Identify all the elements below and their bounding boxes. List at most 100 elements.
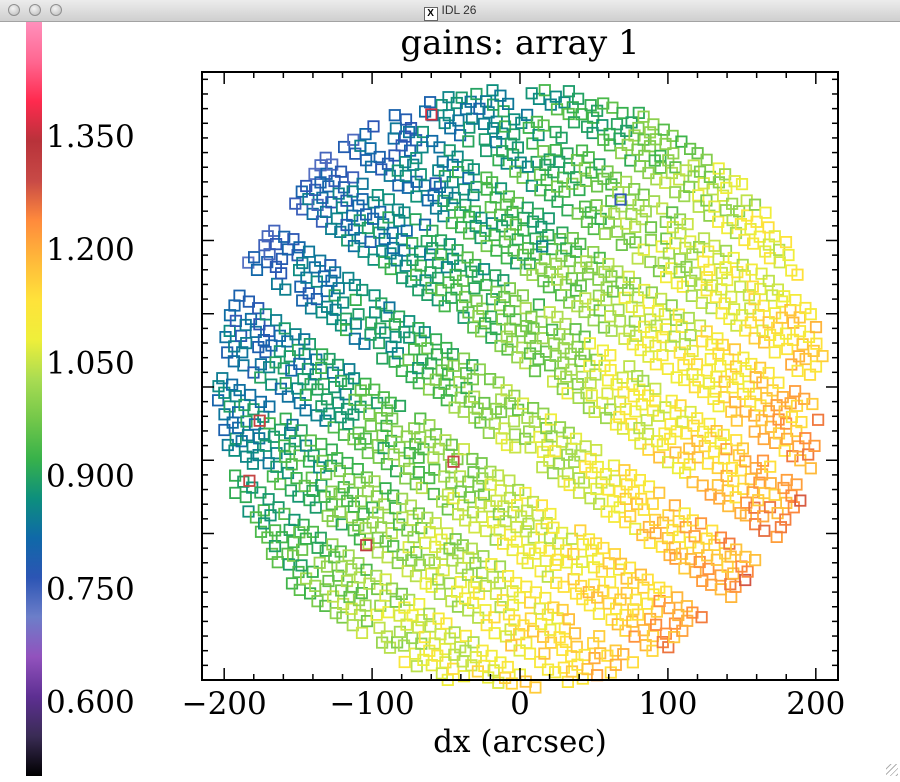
- pixel-marker: [686, 248, 699, 261]
- pixel-marker: [410, 190, 423, 203]
- pixel-marker: [617, 648, 630, 661]
- pixel-marker: [679, 521, 692, 534]
- pixel-marker: [576, 370, 589, 384]
- pixel-marker: [269, 237, 283, 251]
- pixel-marker: [708, 200, 721, 213]
- pixel-marker: [451, 452, 464, 466]
- pixel-marker: [526, 268, 539, 281]
- pixel-marker: [656, 348, 669, 362]
- pixel-marker: [683, 458, 696, 471]
- pixel-marker: [345, 602, 358, 615]
- minimize-window-button[interactable]: [29, 4, 41, 16]
- pixel-marker: [549, 349, 562, 363]
- pixel-marker: [744, 222, 757, 236]
- pixel-marker: [579, 292, 592, 305]
- pixel-marker: [571, 207, 584, 220]
- pixel-marker: [670, 371, 683, 384]
- pixel-marker: [642, 520, 656, 534]
- pixel-marker: [429, 517, 442, 530]
- pixel-marker: [648, 195, 661, 208]
- pixel-marker: [544, 413, 558, 426]
- pixel-marker: [537, 119, 550, 132]
- pixel-marker: [252, 448, 265, 462]
- pixel-marker: [405, 370, 418, 384]
- pixel-marker: [538, 647, 551, 660]
- pixel-marker: [726, 197, 739, 210]
- pixel-marker: [695, 611, 708, 624]
- pixel-marker: [705, 279, 719, 292]
- pixel-marker: [771, 506, 784, 520]
- pixel-marker: [567, 573, 580, 586]
- pixel-marker: [593, 251, 606, 264]
- pixel-marker: [247, 403, 260, 416]
- pixel-marker: [694, 517, 708, 530]
- pixel-marker: [387, 489, 400, 502]
- pixel-marker: [779, 327, 793, 340]
- pixel-marker: [683, 442, 696, 455]
- pixel-marker: [347, 408, 360, 421]
- resize-grip[interactable]: [886, 764, 898, 776]
- pixel-marker: [501, 660, 514, 674]
- pixel-marker: [587, 578, 601, 591]
- pixel-marker: [448, 191, 461, 205]
- pixel-marker: [470, 87, 483, 101]
- pixel-marker: [346, 619, 359, 632]
- pixel-marker: [430, 348, 444, 361]
- pixel-marker: [804, 462, 817, 475]
- pixel-marker: [557, 661, 571, 674]
- pixel-marker: [438, 300, 451, 313]
- pixel-marker: [741, 209, 754, 222]
- pixel-marker: [239, 490, 252, 504]
- pixel-marker: [732, 449, 746, 462]
- pixel-marker: [628, 630, 641, 643]
- pixel-marker: [412, 321, 425, 335]
- pixel-marker: [575, 144, 589, 157]
- pixel-marker: [285, 458, 298, 471]
- pixel-marker: [567, 116, 581, 129]
- pixel-marker: [787, 501, 800, 514]
- pixel-marker: [649, 382, 662, 395]
- pixel-marker: [616, 371, 629, 384]
- pixel-marker: [577, 476, 591, 489]
- pixel-marker: [387, 540, 400, 553]
- pixel-marker: [257, 517, 271, 530]
- pixel-marker: [729, 396, 742, 409]
- zoom-window-button[interactable]: [50, 4, 62, 16]
- pixel-marker: [686, 514, 699, 527]
- pixel-marker: [697, 425, 710, 438]
- close-window-button[interactable]: [8, 4, 20, 16]
- pixel-marker: [461, 568, 475, 581]
- pixel-marker: [640, 414, 653, 427]
- pixel-marker: [360, 539, 373, 552]
- pixel-marker: [423, 419, 436, 432]
- pixel-marker: [480, 278, 493, 292]
- pixel-marker: [668, 631, 681, 644]
- pixel-marker: [388, 109, 401, 122]
- pixel-marker: [639, 205, 652, 218]
- pixel-marker: [483, 372, 497, 386]
- x-axis-label: dx (arcsec): [433, 724, 607, 760]
- pixel-marker: [659, 323, 672, 336]
- pixel-marker: [614, 193, 627, 206]
- pixel-marker: [563, 296, 576, 309]
- pixel-marker: [293, 526, 306, 539]
- pixel-marker: [485, 649, 498, 663]
- pixel-marker: [706, 183, 719, 196]
- pixel-marker: [407, 343, 421, 356]
- pixel-marker: [409, 478, 422, 491]
- pixel-marker: [649, 513, 662, 527]
- pixel-marker: [540, 173, 553, 187]
- pixel-marker: [496, 537, 510, 550]
- pixel-marker: [756, 468, 769, 481]
- pixel-marker: [739, 455, 752, 468]
- pixel-marker: [296, 294, 309, 307]
- pixel-marker: [616, 106, 629, 120]
- pixel-marker: [356, 193, 369, 206]
- pixel-marker: [236, 346, 249, 359]
- pixel-marker: [467, 163, 480, 176]
- pixel-marker: [555, 131, 568, 144]
- pixel-marker: [696, 574, 709, 588]
- pixel-marker: [453, 259, 467, 272]
- pixel-marker: [333, 487, 346, 501]
- pixel-marker: [503, 282, 517, 295]
